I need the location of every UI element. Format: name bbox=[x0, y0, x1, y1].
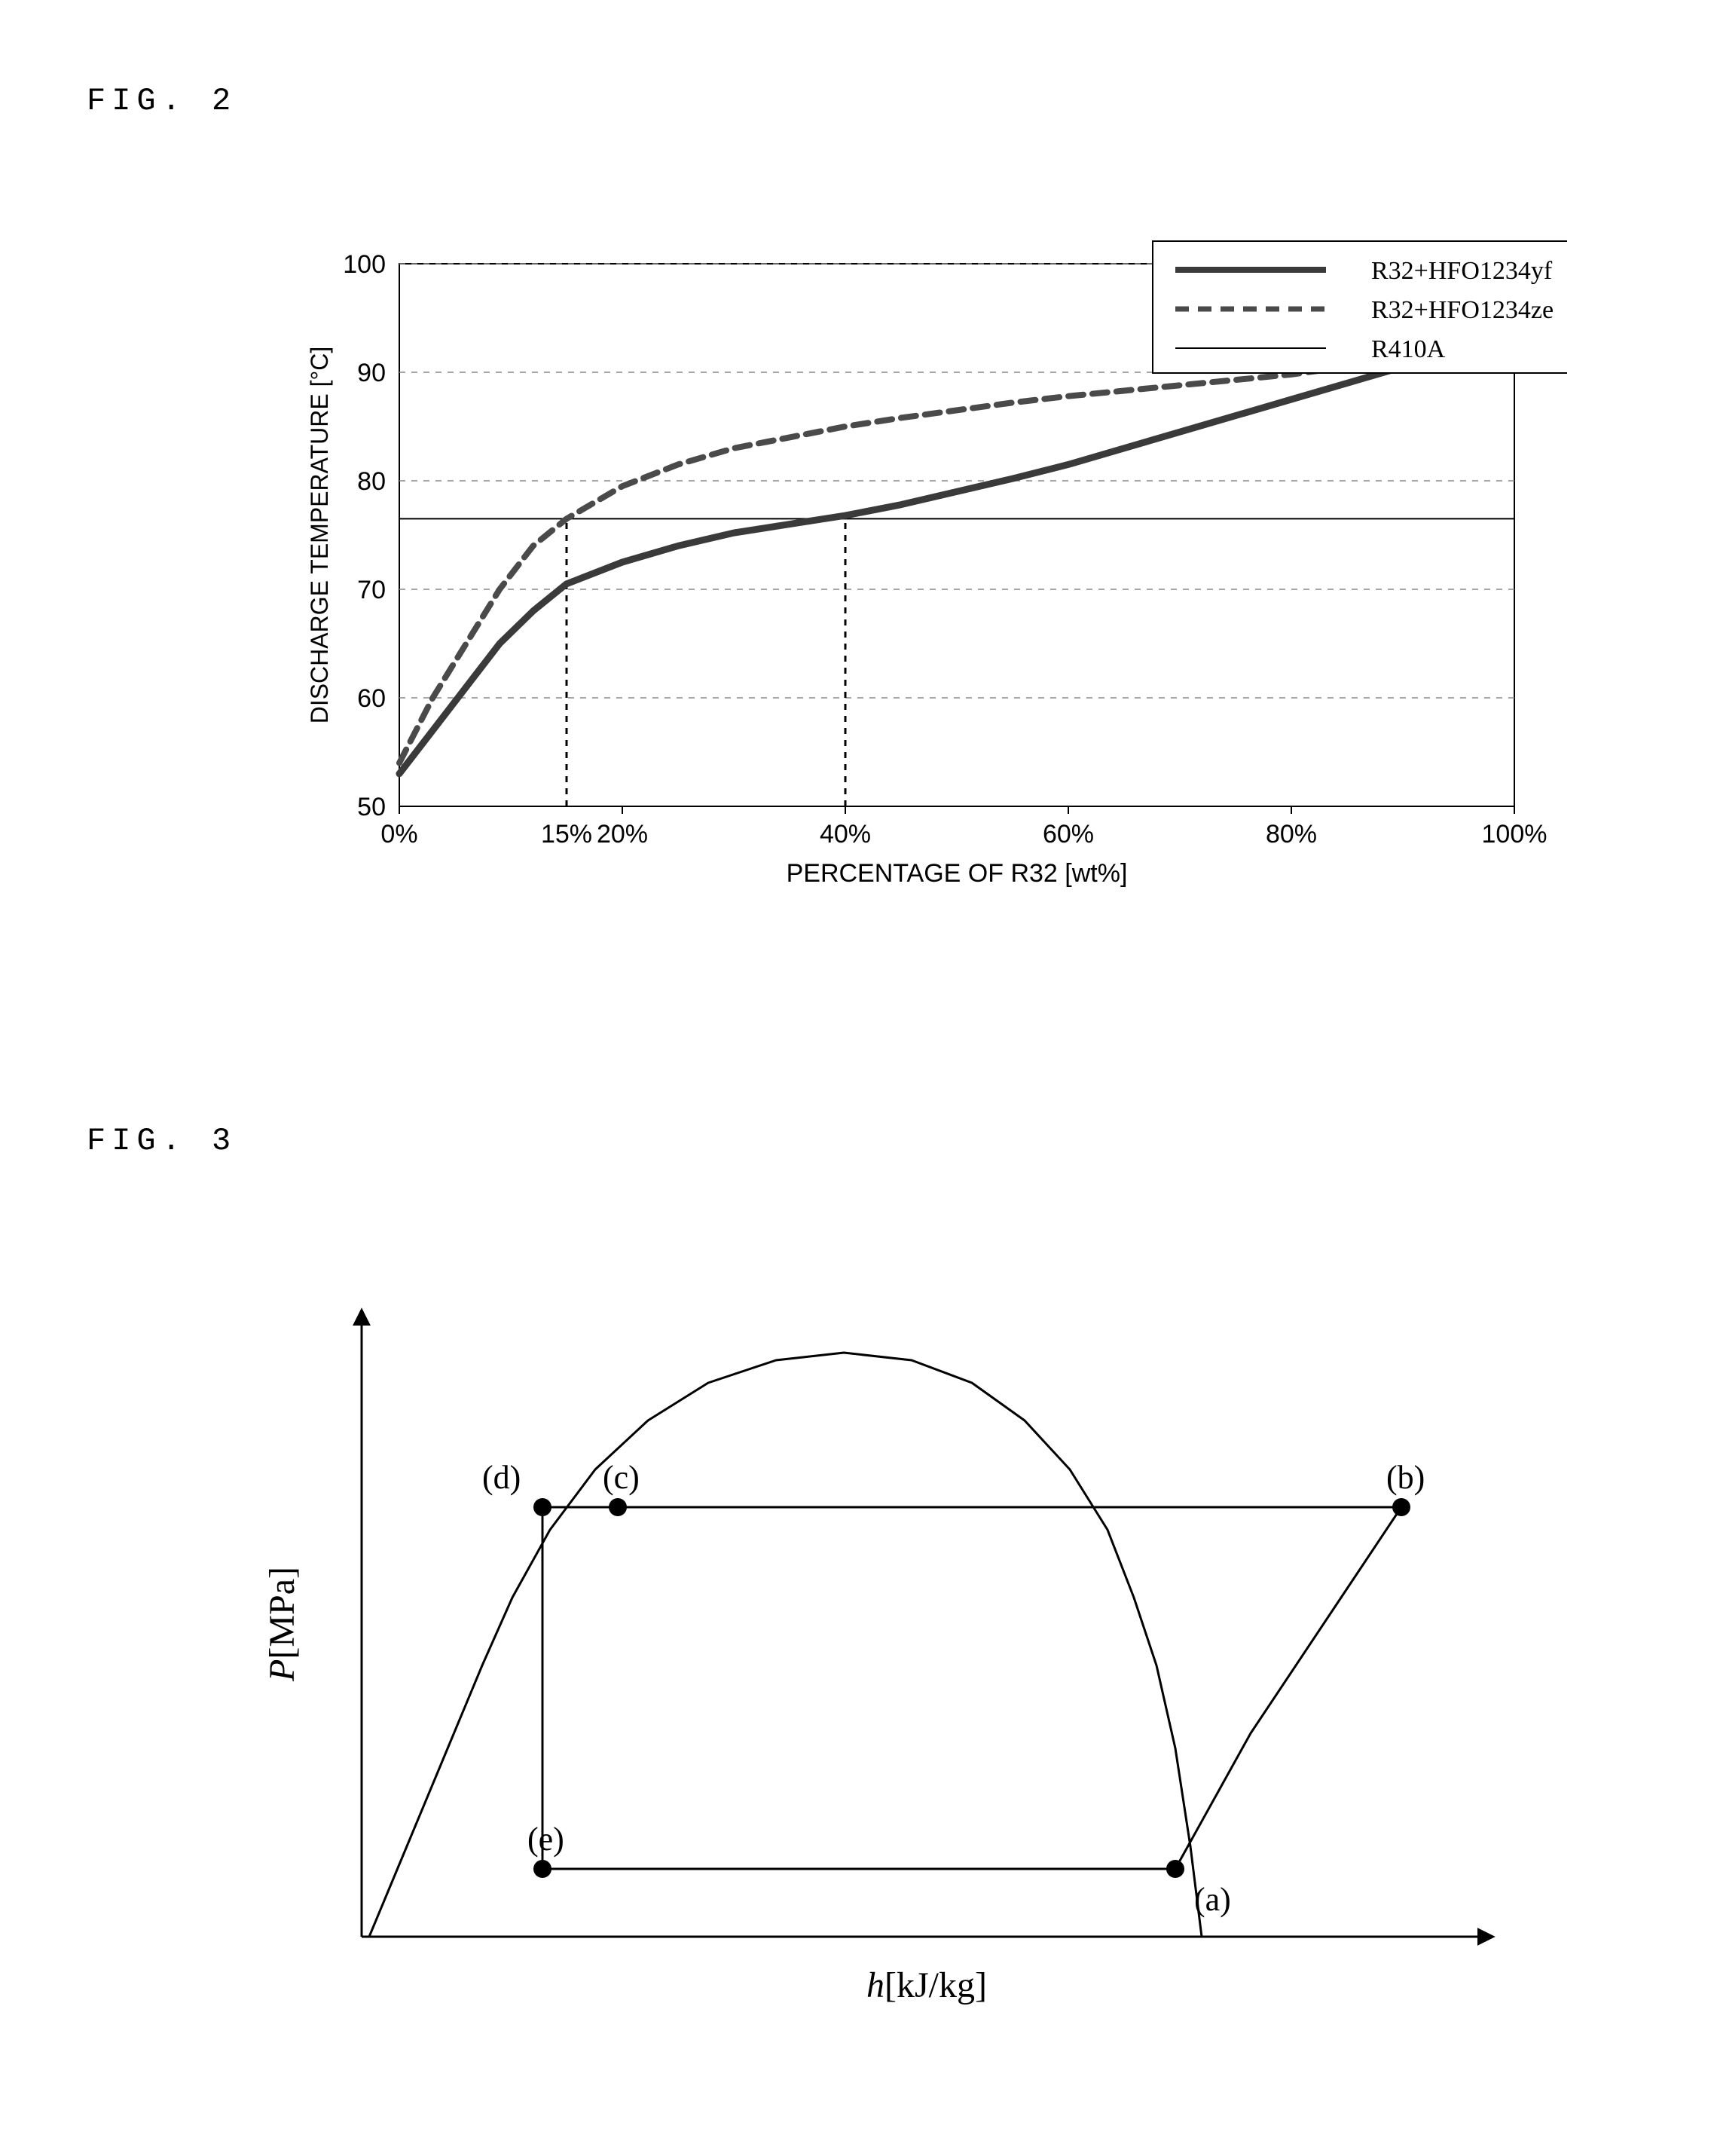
svg-text:0%: 0% bbox=[380, 820, 417, 849]
svg-text:90: 90 bbox=[357, 359, 386, 387]
svg-text:100: 100 bbox=[343, 250, 386, 279]
svg-text:(c): (c) bbox=[603, 1459, 640, 1496]
svg-text:40%: 40% bbox=[820, 820, 871, 849]
svg-text:DISCHARGE TEMPERATURE [°C]: DISCHARGE TEMPERATURE [°C] bbox=[306, 347, 333, 724]
svg-text:R32+HFO1234yf: R32+HFO1234yf bbox=[1371, 257, 1553, 285]
svg-text:60%: 60% bbox=[1043, 820, 1094, 849]
svg-text:PERCENTAGE OF R32 [wt%]: PERCENTAGE OF R32 [wt%] bbox=[787, 859, 1128, 888]
fig3-xlabel: h[kJ/kg] bbox=[866, 1965, 987, 2005]
fig2-label: FIG. 2 bbox=[87, 83, 237, 119]
svg-text:60: 60 bbox=[357, 684, 386, 713]
fig3-label: FIG. 3 bbox=[87, 1123, 237, 1159]
fig3-chart: (a) (b) (c) (d) (e) h[kJ/kg] P[MPa] bbox=[211, 1281, 1529, 2035]
svg-text:100%: 100% bbox=[1482, 820, 1547, 849]
svg-text:R32+HFO1234ze: R32+HFO1234ze bbox=[1371, 296, 1554, 324]
svg-text:P[MPa]: P[MPa] bbox=[262, 1567, 302, 1682]
svg-text:(a): (a) bbox=[1194, 1881, 1231, 1918]
svg-text:15%: 15% bbox=[541, 820, 592, 849]
svg-text:R410A: R410A bbox=[1371, 335, 1446, 363]
svg-text:(d): (d) bbox=[482, 1459, 521, 1496]
svg-text:80%: 80% bbox=[1266, 820, 1317, 849]
svg-text:(b): (b) bbox=[1386, 1459, 1425, 1496]
svg-text:50: 50 bbox=[357, 793, 386, 821]
svg-text:80: 80 bbox=[357, 467, 386, 496]
svg-text:70: 70 bbox=[357, 576, 386, 604]
svg-text:20%: 20% bbox=[597, 820, 648, 849]
fig2-chart: 50 60 70 80 90 100 0% 20% 40% 60% 80% 100% 15% PERCEN… bbox=[136, 219, 1567, 934]
svg-text:(e): (e) bbox=[527, 1821, 564, 1858]
